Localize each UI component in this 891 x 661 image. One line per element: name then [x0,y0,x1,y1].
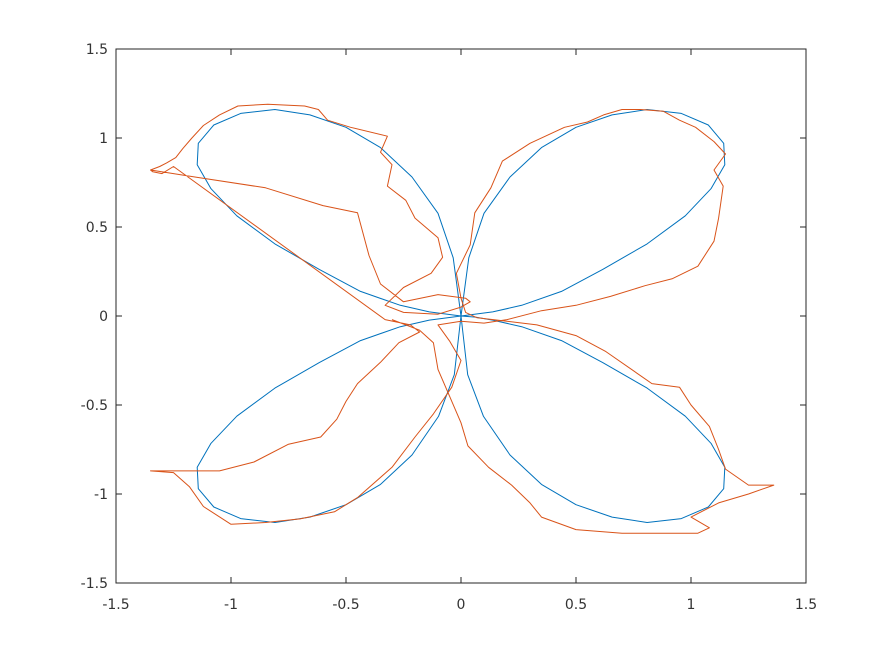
x-tick-label: 1.5 [795,597,817,613]
x-tick-label: -1 [224,597,238,613]
series-layer [150,103,775,534]
x-tick-label: 1 [687,597,696,613]
series-line-1 [196,109,726,523]
y-tick-label: 1 [99,131,108,147]
x-tick-label: 0 [457,597,466,613]
x-axis-ticks: -1.5 -1 -0.5 0 0.5 1 1.5 [102,49,817,613]
y-tick-label: -0.5 [81,398,108,414]
y-tick-label: 0.5 [86,220,108,236]
x-tick-label: -0.5 [332,597,359,613]
y-tick-label: 0 [99,309,108,325]
y-tick-label: -1 [94,487,108,503]
y-tick-label: -1.5 [81,576,108,592]
series-line-2 [150,103,775,534]
y-axis-ticks: -1.5 -1 -0.5 0 0.5 1 1.5 [81,42,806,592]
y-tick-label: 1.5 [86,42,108,58]
x-tick-label: -1.5 [102,597,129,613]
x-tick-label: 0.5 [565,597,587,613]
